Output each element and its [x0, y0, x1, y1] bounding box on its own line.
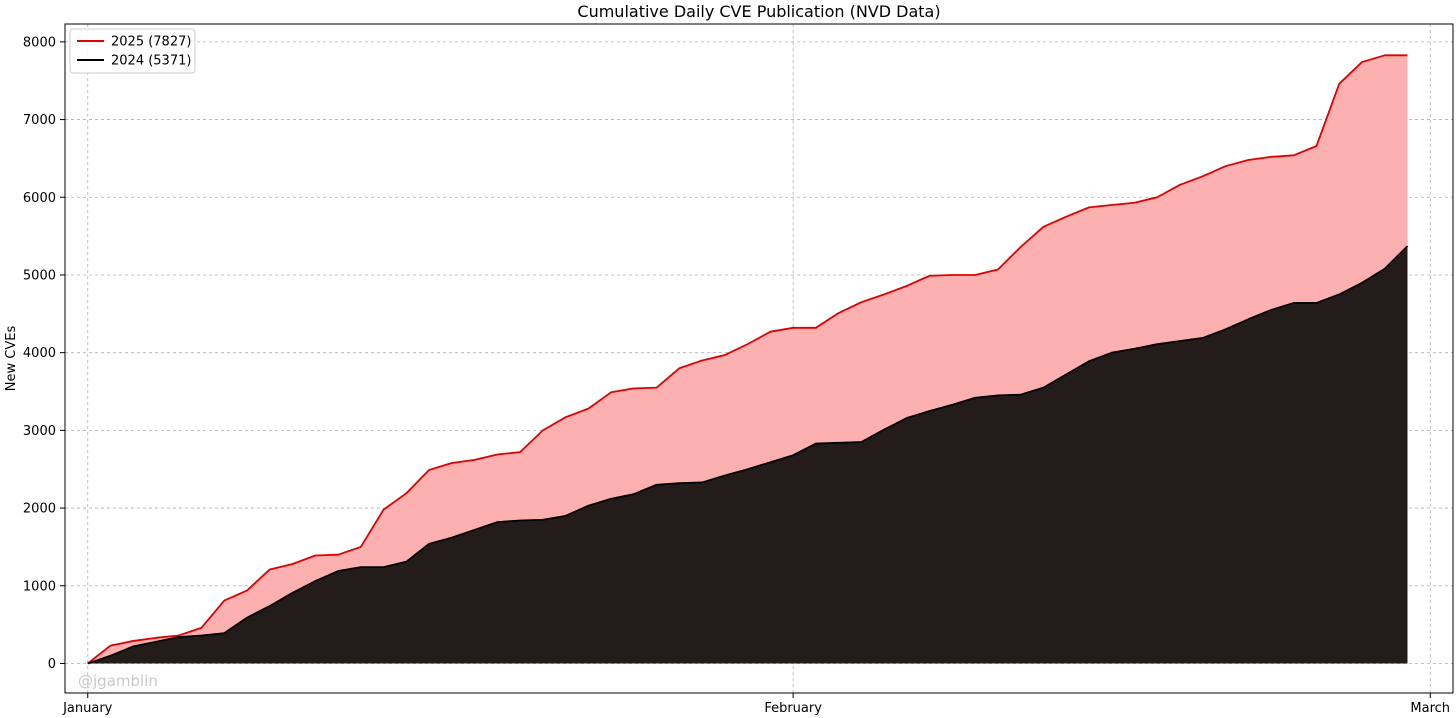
- series-lines: [87, 54, 1409, 665]
- y-tick-label: 1000: [23, 579, 56, 594]
- series-line: [87, 54, 1408, 665]
- y-axis-ticks: 0 1000 2000 3000 4000 5000 6000 7000 8000: [23, 35, 65, 672]
- series-areas: [87, 55, 1408, 664]
- legend-entry: 2025 (7827): [111, 35, 191, 50]
- legend: 2025 (7827) 2024 (5371): [69, 28, 196, 74]
- watermark: @jgamblin: [78, 672, 158, 690]
- y-tick-label: 2000: [23, 502, 56, 517]
- y-tick-label: 6000: [23, 191, 56, 206]
- chart-title: Cumulative Daily CVE Publication (NVD Da…: [577, 2, 940, 21]
- series-area: [87, 246, 1408, 664]
- y-axis-label: New CVEs: [4, 326, 19, 392]
- x-tick-label: March: [1410, 701, 1450, 716]
- y-tick-label: 4000: [23, 346, 56, 361]
- legend-entry: 2024 (5371): [111, 54, 191, 69]
- x-tick-label: January: [62, 701, 113, 716]
- y-tick-label: 7000: [23, 113, 56, 128]
- plot-frame: [64, 23, 1454, 694]
- series-line: [87, 245, 1409, 665]
- y-tick-label: 0: [48, 657, 56, 672]
- y-tick-label: 8000: [23, 35, 56, 50]
- x-tick-label: February: [764, 701, 822, 716]
- x-axis-ticks: January February March: [62, 693, 1450, 716]
- y-tick-label: 3000: [23, 424, 56, 439]
- y-tick-label: 5000: [23, 268, 56, 283]
